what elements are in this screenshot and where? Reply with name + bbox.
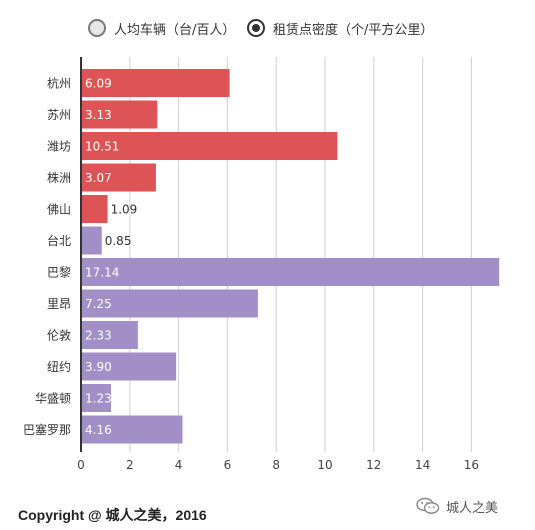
- bar: [81, 69, 230, 97]
- x-tick-label: 0: [77, 458, 85, 472]
- radio-unselected-icon[interactable]: [88, 19, 106, 37]
- bar: [81, 258, 500, 286]
- x-tick-label: 4: [175, 458, 183, 472]
- category-label: 苏州: [47, 108, 71, 122]
- category-label: 株洲: [47, 170, 71, 185]
- brand-name: 城人之美: [446, 500, 499, 516]
- copyright-text: Copyright @ 城人之美，2016: [18, 507, 207, 523]
- bar: [81, 100, 158, 129]
- bar: [81, 384, 112, 412]
- bar: [81, 132, 338, 160]
- radio-selected-icon[interactable]: [247, 19, 265, 37]
- x-tick-label: 8: [272, 458, 280, 472]
- bar-value-label: 3.90: [85, 360, 112, 374]
- bar-value-label: 6.09: [85, 77, 112, 91]
- category-label: 里昂: [47, 297, 71, 311]
- category-label: 佛山: [47, 203, 71, 217]
- bar: [81, 289, 258, 318]
- x-tick-label: 2: [126, 458, 134, 472]
- x-tick-label: 6: [224, 458, 232, 472]
- bar-value-label: 7.25: [85, 297, 112, 311]
- category-label: 巴塞罗那: [23, 422, 71, 437]
- category-label: 台北: [47, 233, 71, 248]
- x-tick-label: 12: [366, 458, 381, 472]
- category-label: 华盛顿: [35, 391, 71, 406]
- bar-chart: 6.09 3.13 10.51 3.07 1.09 0.85 17.14 7.25 2.33 3.…: [23, 57, 500, 472]
- bar-value-label: 17.14: [85, 266, 119, 280]
- bar: [81, 352, 177, 381]
- legend-item-density[interactable]: 租赁点密度（个/平方公里）: [247, 14, 433, 42]
- legend-item-vehicles[interactable]: 人均车辆（台/百人）: [88, 14, 235, 42]
- bar-value-label: 3.13: [85, 108, 112, 122]
- bar: [81, 226, 102, 255]
- legend-label-vehicles: 人均车辆（台/百人）: [114, 22, 236, 38]
- category-label: 纽约: [47, 359, 71, 374]
- x-tick-label: 10: [317, 458, 332, 472]
- bar-value-label: 10.51: [85, 140, 119, 154]
- legend-label-density: 租赁点密度（个/平方公里）: [273, 22, 434, 38]
- x-tick-label: 14: [415, 458, 430, 472]
- brand-mark: 城人之美: [416, 495, 498, 517]
- legend: 人均车辆（台/百人） 租赁点密度（个/平方公里）: [88, 14, 508, 42]
- category-label: 潍坊: [47, 139, 71, 154]
- bar-value-label: 0.85: [105, 234, 132, 248]
- bar-value-label: 1.09: [111, 203, 138, 217]
- category-label: 杭州: [47, 76, 71, 91]
- bar-value-label: 1.23: [85, 392, 112, 406]
- bar: [81, 195, 108, 223]
- bar: [81, 321, 138, 349]
- category-label: 巴黎: [47, 266, 71, 280]
- bar-value-label: 3.07: [85, 171, 112, 185]
- x-tick-label: 16: [464, 458, 479, 472]
- wechat-icon: [416, 497, 440, 514]
- bar-value-label: 4.16: [85, 423, 112, 437]
- bar: [81, 415, 183, 444]
- category-label: 伦敦: [47, 328, 71, 343]
- bar-value-label: 2.33: [85, 329, 112, 343]
- bar: [81, 163, 156, 192]
